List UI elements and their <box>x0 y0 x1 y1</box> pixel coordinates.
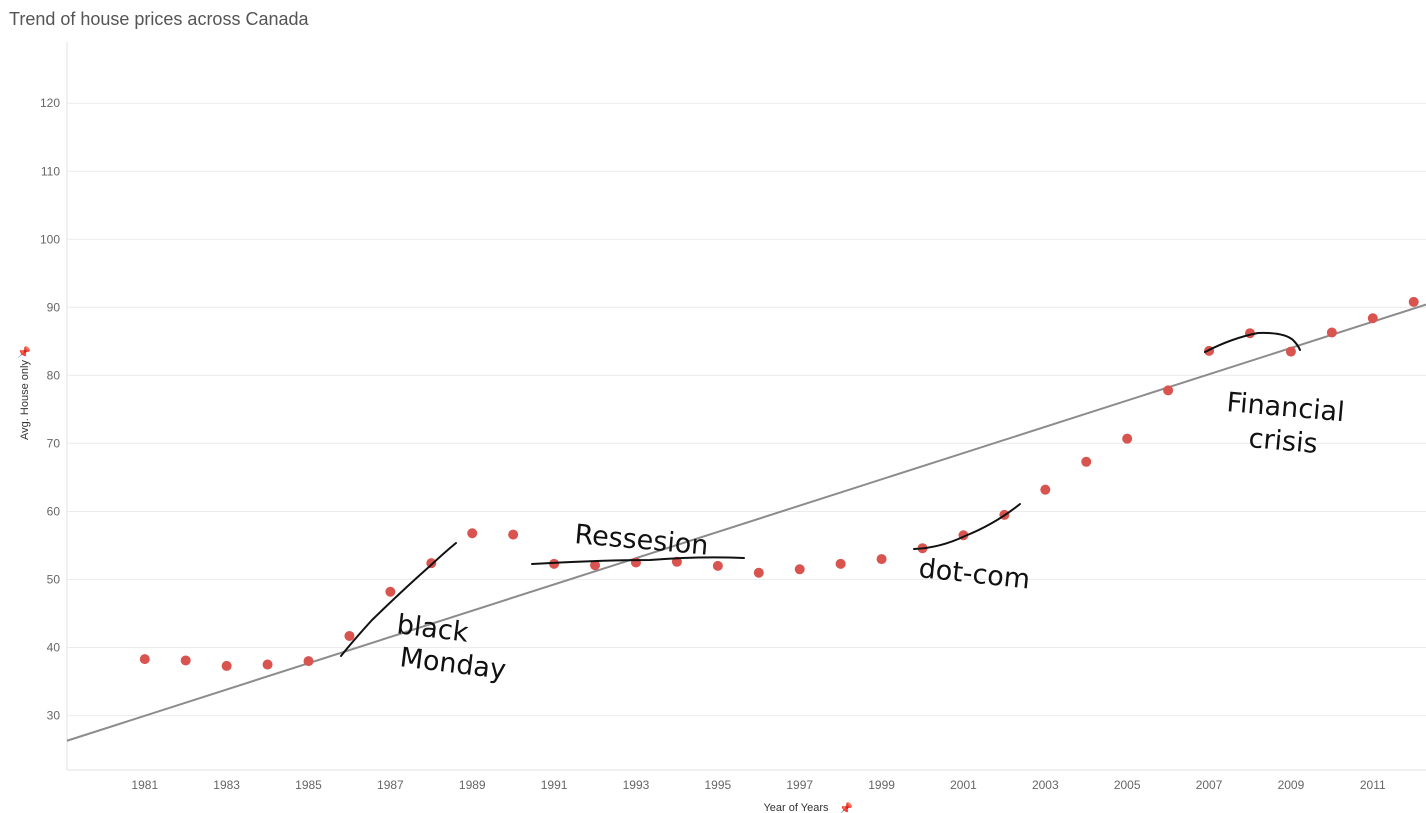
x-tick-label: 2001 <box>950 778 977 792</box>
data-point[interactable] <box>1081 456 1092 467</box>
x-tick-label: 1997 <box>786 778 813 792</box>
y-tick-label: 50 <box>47 572 61 586</box>
y-tick-label: 80 <box>47 368 61 382</box>
x-tick-label: 1999 <box>868 778 895 792</box>
y-tick-label: 60 <box>47 504 61 518</box>
annotation-strokes <box>340 331 1301 657</box>
x-tick-label: 1991 <box>541 778 568 792</box>
x-tick-label: 1995 <box>704 778 731 792</box>
y-tick-label: 100 <box>40 232 60 246</box>
y-tick-label: 90 <box>47 300 61 314</box>
data-point[interactable] <box>1285 346 1296 357</box>
x-tick-label: 2003 <box>1032 778 1059 792</box>
data-point[interactable] <box>180 655 191 666</box>
data-point[interactable] <box>549 558 560 569</box>
data-point[interactable] <box>1326 327 1337 338</box>
y-axis-title: Avg. House only <box>19 360 31 440</box>
x-tick-label: 1989 <box>459 778 486 792</box>
data-point[interactable] <box>385 586 396 597</box>
y-tick-label: 120 <box>40 96 60 110</box>
data-point[interactable] <box>753 567 764 578</box>
x-tick-label: 2011 <box>1360 778 1386 792</box>
data-point[interactable] <box>712 560 723 571</box>
data-point[interactable] <box>344 630 355 641</box>
y-tick-label: 70 <box>47 436 61 450</box>
data-point[interactable] <box>876 554 887 565</box>
x-axis-title: Year of Years <box>763 802 829 813</box>
y-axis-title-group: Avg. House only <box>19 360 31 440</box>
data-point[interactable] <box>508 529 519 540</box>
y-tick-labels: 30 40 50 60 70 80 90 100 110 120 <box>40 96 60 722</box>
data-point[interactable] <box>794 564 805 575</box>
trend-line <box>66 303 1426 742</box>
annotation-dotcom: dot-com <box>917 553 1031 596</box>
x-tick-label: 1985 <box>295 778 322 792</box>
data-point[interactable] <box>835 558 846 569</box>
data-point[interactable] <box>139 654 150 665</box>
x-tick-label: 1983 <box>213 778 240 792</box>
annotation-recession: Ressesion <box>573 519 709 562</box>
data-point[interactable] <box>1163 385 1174 396</box>
data-point[interactable] <box>1040 484 1051 495</box>
data-point[interactable] <box>1367 313 1378 324</box>
pin-icon[interactable]: 📌 <box>839 801 853 813</box>
data-point[interactable] <box>630 557 641 568</box>
data-point[interactable] <box>467 528 478 539</box>
x-tick-label: 1987 <box>377 778 404 792</box>
dotcom-stroke <box>913 503 1021 550</box>
data-point[interactable] <box>426 558 437 569</box>
chart-title: Trend of house prices across Canada <box>9 9 309 29</box>
x-tick-label: 2009 <box>1278 778 1305 792</box>
data-point[interactable] <box>590 560 601 571</box>
y-tick-label: 110 <box>41 164 60 178</box>
data-point[interactable] <box>1122 433 1133 444</box>
data-points <box>139 296 1419 671</box>
annotation-financial-line1: Financial <box>1225 387 1345 428</box>
black-monday-stroke <box>340 542 457 657</box>
y-tick-label: 40 <box>47 641 61 655</box>
x-tick-label: 1981 <box>131 778 158 792</box>
gridlines <box>67 102 1426 717</box>
annotation-financial-line2: crisis <box>1247 423 1319 460</box>
pin-icon[interactable]: 📌 <box>17 345 31 359</box>
data-point[interactable] <box>1408 296 1419 307</box>
x-tick-label: 2007 <box>1196 778 1223 792</box>
data-point[interactable] <box>303 656 314 667</box>
x-tick-label: 2005 <box>1114 778 1141 792</box>
data-point[interactable] <box>262 659 273 670</box>
data-point[interactable] <box>221 660 232 671</box>
y-tick-label: 30 <box>47 709 61 723</box>
annotation-black-line2: Monday <box>398 642 508 686</box>
recession-stroke <box>531 556 745 565</box>
x-tick-label: 1993 <box>623 778 650 792</box>
x-tick-labels: 1981 1983 1985 1987 1989 1991 1993 1995 1997 1999… <box>131 778 1386 792</box>
financial-crisis-stroke <box>1204 331 1301 353</box>
